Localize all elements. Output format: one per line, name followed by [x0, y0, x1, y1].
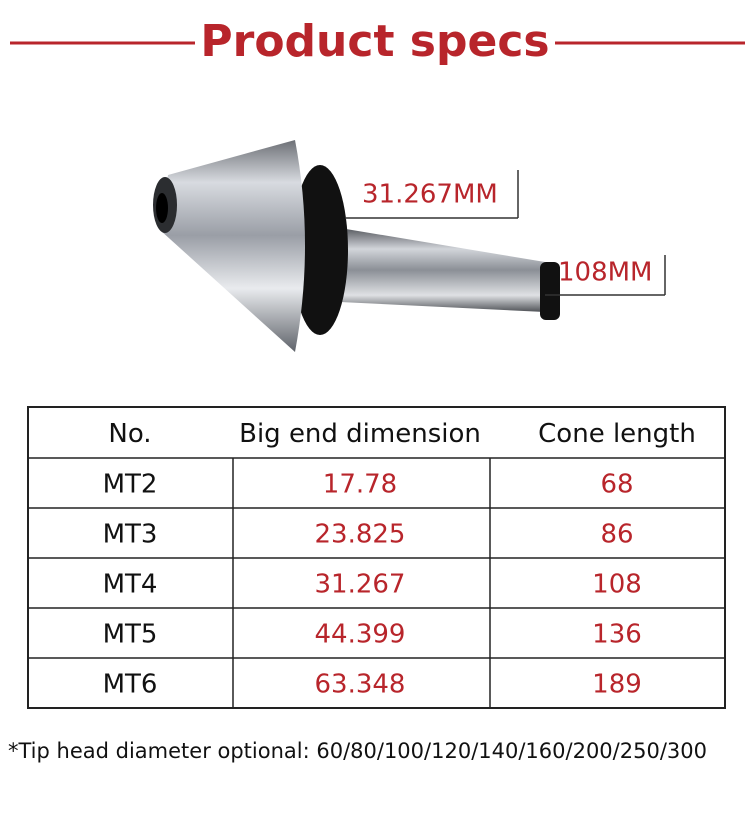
spec-table: No. Big end dimension Cone length MT2 17.78 6…	[27, 406, 726, 709]
value-cell: 189	[592, 670, 642, 700]
value-cell: 63.348	[315, 670, 406, 700]
dimension-label: 31.267MM	[362, 180, 498, 210]
value-cell: 68	[600, 470, 633, 500]
model-cell: MT5	[103, 620, 158, 650]
product-illustration	[153, 140, 560, 352]
column-header: Cone length	[538, 419, 696, 449]
model-cell: MT2	[103, 470, 158, 500]
value-cell: 31.267	[315, 570, 406, 600]
model-cell: MT4	[103, 570, 158, 600]
column-header: No.	[108, 419, 151, 449]
model-cell: MT6	[103, 670, 158, 700]
dimension-label: 108MM	[558, 258, 653, 288]
footnote: *Tip head diameter optional: 60/80/100/1…	[8, 739, 707, 763]
value-cell: 17.78	[323, 470, 397, 500]
value-cell: 23.825	[315, 520, 406, 550]
value-cell: 108	[592, 570, 642, 600]
model-cell: MT3	[103, 520, 158, 550]
title: Product specs	[200, 16, 549, 67]
value-cell: 86	[600, 520, 633, 550]
value-cell: 44.399	[315, 620, 406, 650]
column-header: Big end dimension	[239, 419, 481, 449]
value-cell: 136	[592, 620, 642, 650]
